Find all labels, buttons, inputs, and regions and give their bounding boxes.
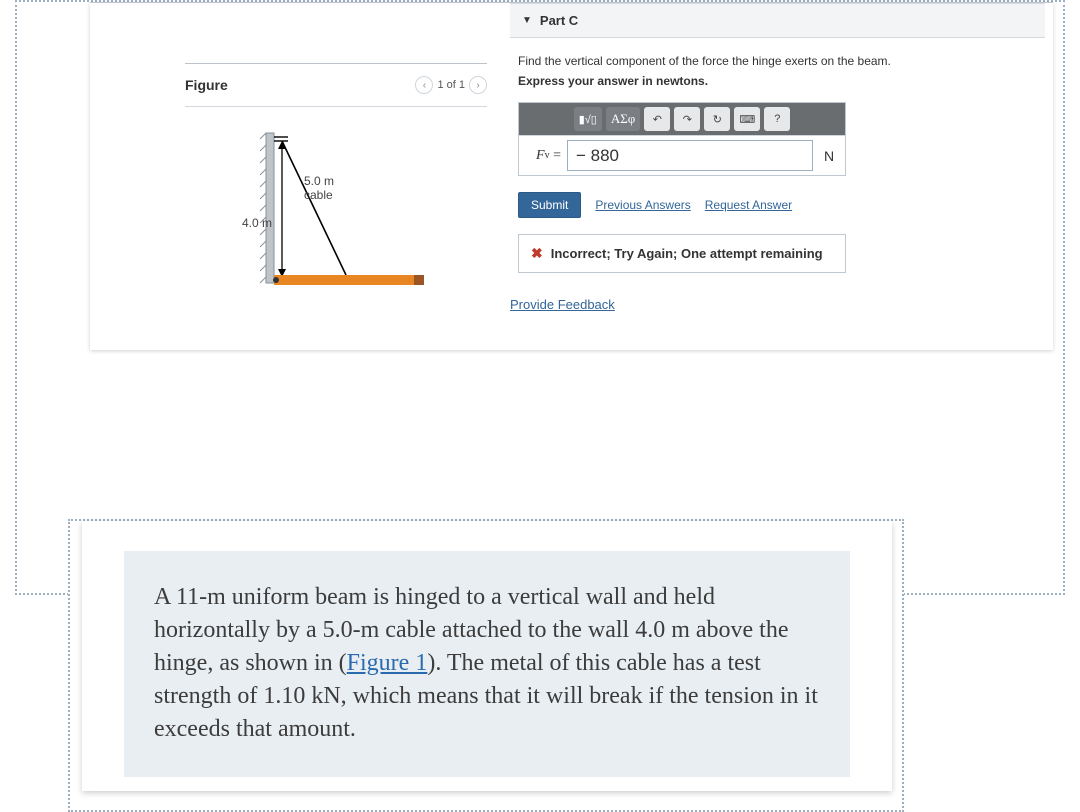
- submit-row: Submit Previous Answers Request Answer: [518, 192, 1037, 218]
- figure-prev-button[interactable]: ‹: [415, 76, 433, 94]
- question-card: Figure ‹ 1 of 1 ›: [90, 2, 1053, 350]
- part-c-title: Part C: [540, 13, 578, 28]
- height-above: 4.0 m: [635, 617, 690, 643]
- figure-panel: Figure ‹ 1 of 1 ›: [185, 63, 487, 305]
- figure-header: Figure ‹ 1 of 1 ›: [185, 64, 487, 107]
- provide-feedback-link[interactable]: Provide Feedback: [510, 297, 1037, 312]
- problem-statement-box: A 11-m uniform beam is hinged to a verti…: [124, 551, 850, 777]
- answer-row: Fv = N: [519, 135, 845, 175]
- beam-diagram: 5.0 m cable 4.0 m: [236, 125, 436, 305]
- undo-tool[interactable]: ↶: [644, 107, 670, 131]
- problem-card: A 11-m uniform beam is hinged to a verti…: [82, 521, 892, 791]
- previous-answers-link[interactable]: Previous Answers: [595, 198, 690, 212]
- feedback-box: ✖ Incorrect; Try Again; One attempt rema…: [518, 234, 846, 273]
- answer-box: ▮√▯ ΑΣφ ↶ ↷ ↻ ⌨ ? Fv = N: [518, 102, 846, 176]
- help-tool[interactable]: ?: [764, 107, 790, 131]
- submit-button[interactable]: Submit: [518, 192, 581, 218]
- instruction-2: Express your answer in newtons.: [518, 74, 1037, 88]
- outer-dotted-frame: Figure ‹ 1 of 1 ›: [15, 0, 1065, 595]
- figure-pager-label: 1 of 1: [437, 79, 465, 91]
- problem-text: A 11-m uniform beam is hinged to a verti…: [154, 581, 820, 747]
- cable-length: 5.0-m: [323, 617, 380, 643]
- instruction-1: Find the vertical component of the force…: [518, 54, 1037, 68]
- inner-dotted-frame: Figure ‹ 1 of 1 ›: [30, 2, 1050, 572]
- request-answer-link[interactable]: Request Answer: [705, 198, 792, 212]
- keyboard-tool[interactable]: ⌨: [734, 107, 760, 131]
- part-c-body: Find the vertical component of the force…: [510, 38, 1045, 312]
- label-cable-length: 5.0 m: [304, 174, 334, 188]
- incorrect-icon: ✖: [531, 245, 543, 262]
- unit-label: N: [813, 136, 845, 175]
- lower-dotted-frame: A 11-m uniform beam is hinged to a verti…: [68, 519, 904, 812]
- figure-next-button[interactable]: ›: [469, 76, 487, 94]
- part-c-panel: ▼ Part C Find the vertical component of …: [510, 3, 1045, 312]
- answer-input[interactable]: [567, 140, 813, 171]
- figure-body: 5.0 m cable 4.0 m: [185, 107, 487, 305]
- label-height: 4.0 m: [242, 216, 272, 230]
- answer-toolbar: ▮√▯ ΑΣφ ↶ ↷ ↻ ⌨ ?: [519, 103, 845, 135]
- test-strength: 1.10 kN: [263, 683, 340, 709]
- part-c-header[interactable]: ▼ Part C: [510, 3, 1045, 38]
- reset-tool[interactable]: ↻: [704, 107, 730, 131]
- beam-length: 11-m: [176, 584, 226, 610]
- label-cable: cable: [304, 188, 333, 202]
- caret-down-icon: ▼: [522, 15, 532, 26]
- feedback-text: Incorrect; Try Again; One attempt remain…: [551, 246, 823, 261]
- figure-pager: ‹ 1 of 1 ›: [415, 76, 487, 94]
- redo-tool[interactable]: ↷: [674, 107, 700, 131]
- format-tool[interactable]: ▮√▯: [574, 107, 602, 131]
- figure-title: Figure: [185, 77, 228, 93]
- greek-tool[interactable]: ΑΣφ: [606, 107, 640, 131]
- variable-label: Fv =: [519, 136, 567, 175]
- figure-1-link[interactable]: Figure 1: [347, 650, 428, 676]
